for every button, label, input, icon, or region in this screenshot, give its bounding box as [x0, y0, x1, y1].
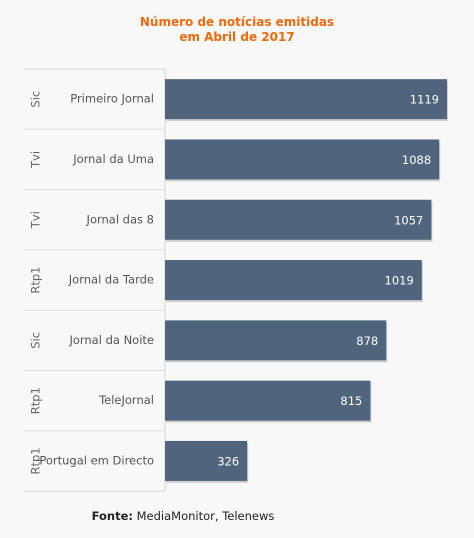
bar [165, 320, 387, 361]
category-label: Portugal em Directo [39, 453, 154, 467]
category-label: Primeiro Jornal [70, 92, 154, 106]
category-label: TeleJornal [98, 393, 154, 407]
source-text: MediaMonitor, Telenews [133, 509, 274, 523]
source-label: Fonte: [92, 509, 133, 523]
bar [165, 79, 447, 120]
value-label: 815 [340, 394, 362, 408]
category-label: Jornal da Noite [68, 333, 154, 347]
category-label: Jornal das 8 [86, 212, 154, 226]
value-label: 1088 [402, 153, 431, 167]
bar [165, 139, 440, 180]
bar [165, 199, 432, 240]
chart-subtitle: em Abril de 2017 [179, 30, 294, 44]
category-label: Jornal da Uma [72, 152, 154, 166]
category-label: Jornal da Tarde [68, 273, 154, 287]
group-label: Sic [29, 91, 43, 108]
source-note: Fonte: MediaMonitor, Telenews [92, 509, 275, 523]
bar [165, 260, 422, 301]
group-label: Sic [29, 332, 43, 349]
value-label: 1057 [394, 213, 423, 227]
bar-rows: Sic Primeiro Jornal 1119 Tvi Jornal da Uma 10… [29, 79, 448, 483]
value-label: 326 [217, 454, 239, 468]
value-label: 1119 [410, 93, 439, 107]
group-label: Rtp1 [29, 266, 43, 293]
group-label: Tvi [29, 211, 43, 229]
bar [165, 380, 371, 421]
group-label: Tvi [29, 151, 43, 169]
bar [165, 440, 248, 481]
value-label: 878 [356, 334, 378, 348]
chart-title: Número de notícias emitidas [140, 15, 334, 29]
value-label: 1019 [385, 274, 414, 288]
group-label: Rtp1 [29, 447, 43, 474]
group-label: Rtp1 [29, 387, 43, 414]
